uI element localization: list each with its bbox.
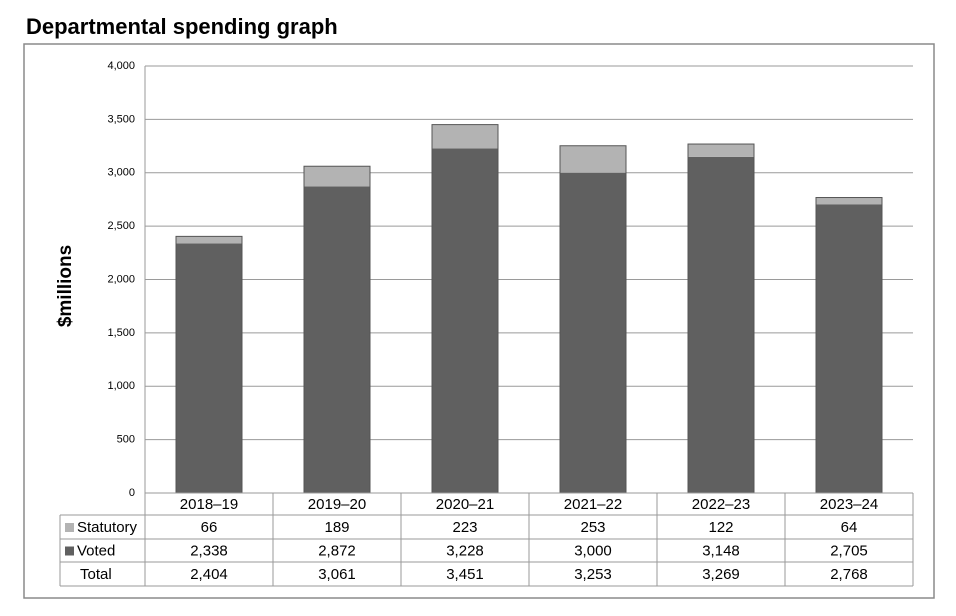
table-value: 66 xyxy=(201,519,218,536)
bar-segment xyxy=(688,156,754,494)
bar-segment xyxy=(304,166,370,187)
table-value: 2,404 xyxy=(190,566,228,583)
legend-label: Total xyxy=(80,566,112,583)
legend-marker xyxy=(65,546,74,556)
table-value: 122 xyxy=(708,519,733,536)
table-value: 2,338 xyxy=(190,542,228,559)
legend-marker xyxy=(65,523,74,532)
bar-segment xyxy=(688,143,754,157)
y-tick-label: 1,000 xyxy=(107,380,135,392)
chart-border xyxy=(23,43,935,599)
table-value: 2,768 xyxy=(830,566,868,583)
chart-title: Departmental spending graph xyxy=(26,14,338,39)
x-tick-label: 2019–20 xyxy=(308,496,366,513)
x-tick-label: 2020–21 xyxy=(436,496,494,513)
table-value: 64 xyxy=(841,519,858,536)
bar-segment xyxy=(432,124,498,149)
table-value: 2,705 xyxy=(830,542,868,559)
y-tick-label: 3,500 xyxy=(107,113,135,125)
x-tick-label: 2023–24 xyxy=(820,496,878,513)
legend-label: Voted xyxy=(77,542,115,559)
bar-segment xyxy=(176,236,242,244)
y-tick-label: 2,500 xyxy=(107,220,135,232)
table-value: 2,872 xyxy=(318,542,356,559)
y-tick-label: 0 xyxy=(129,487,135,499)
y-axis-label: $millions xyxy=(55,245,76,327)
x-tick-label: 2022–23 xyxy=(692,496,750,513)
x-tick-label: 2018–19 xyxy=(180,496,238,513)
table-value: 223 xyxy=(452,519,477,536)
table-value: 189 xyxy=(324,519,349,536)
table-value: 253 xyxy=(580,519,605,536)
y-tick-label: 2,000 xyxy=(107,273,135,285)
bar-segment xyxy=(816,204,882,493)
bar-segment xyxy=(560,172,626,493)
bar-segment xyxy=(816,197,882,205)
bar-segment xyxy=(176,243,242,493)
legend-label: Statutory xyxy=(77,519,138,536)
bar-segment xyxy=(304,186,370,493)
table-value: 3,253 xyxy=(574,566,612,583)
bar-segment xyxy=(432,148,498,493)
x-tick-label: 2021–22 xyxy=(564,496,622,513)
table-value: 3,000 xyxy=(574,542,612,559)
table-value: 3,148 xyxy=(702,542,740,559)
y-tick-label: 4,000 xyxy=(107,60,135,72)
y-tick-label: 1,500 xyxy=(107,327,135,339)
table-value: 3,228 xyxy=(446,542,484,559)
table-value: 3,061 xyxy=(318,566,356,583)
table-value: 3,451 xyxy=(446,566,484,583)
table-value: 3,269 xyxy=(702,566,740,583)
y-tick-label: 500 xyxy=(117,434,135,446)
y-tick-label: 3,000 xyxy=(107,167,135,179)
bar-segment xyxy=(560,145,626,173)
